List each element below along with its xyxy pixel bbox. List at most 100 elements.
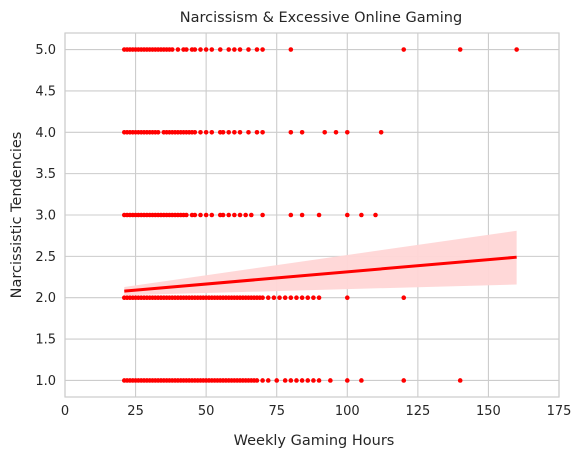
data-point	[322, 129, 328, 135]
data-point	[220, 212, 226, 218]
data-point	[294, 378, 299, 383]
data-point	[260, 129, 265, 135]
y-tick-label: 2.5	[35, 250, 56, 265]
data-point	[344, 378, 350, 383]
data-point	[401, 47, 407, 52]
data-point	[316, 212, 322, 218]
data-point	[254, 378, 260, 383]
x-tick-label: 50	[198, 404, 215, 419]
data-point	[220, 129, 226, 135]
data-point	[344, 129, 350, 135]
y-tick-label: 1.0	[35, 374, 56, 389]
data-point	[237, 212, 243, 218]
data-point	[226, 212, 232, 218]
data-point	[457, 378, 463, 383]
data-point	[316, 378, 322, 383]
data-point	[226, 47, 232, 52]
data-point	[265, 295, 271, 301]
data-point	[237, 129, 243, 135]
data-point	[271, 295, 277, 301]
data-point	[299, 378, 305, 383]
y-axis-label: Narcissistic Tendencies	[9, 132, 25, 299]
data-point	[260, 295, 265, 301]
regression-line-group	[124, 255, 517, 293]
data-point	[282, 378, 288, 383]
data-point	[277, 295, 282, 301]
data-point	[198, 47, 203, 52]
data-point	[305, 378, 311, 383]
data-point	[288, 47, 294, 52]
data-point	[274, 378, 280, 383]
data-point	[169, 47, 175, 52]
data-point	[184, 47, 189, 52]
x-tick-label: 100	[335, 404, 360, 419]
data-point	[260, 212, 265, 218]
data-point	[254, 129, 260, 135]
regression-line	[124, 255, 517, 293]
data-point	[282, 295, 288, 301]
x-tick-label: 0	[61, 404, 69, 419]
data-point	[373, 212, 378, 218]
data-point	[232, 212, 237, 218]
data-point	[198, 212, 203, 218]
x-tick-label: 75	[268, 404, 285, 419]
data-point	[305, 295, 311, 301]
x-tick-labels: 0 25 50 75 100 125 150 175	[61, 404, 572, 419]
data-point	[192, 47, 198, 52]
data-points	[121, 47, 519, 383]
data-point	[288, 129, 294, 135]
data-point	[333, 129, 339, 135]
y-tick-label: 4.5	[35, 84, 56, 99]
confidence-band-area	[124, 230, 517, 296]
data-point	[311, 378, 316, 383]
data-point	[203, 47, 209, 52]
data-point	[359, 378, 364, 383]
data-point	[246, 129, 251, 135]
data-point	[209, 129, 215, 135]
y-tick-label: 5.0	[35, 43, 56, 58]
data-point	[243, 212, 248, 218]
x-axis-label: Weekly Gaming Hours	[234, 433, 395, 449]
data-point	[299, 295, 305, 301]
data-point	[294, 295, 299, 301]
data-point	[237, 47, 243, 52]
data-point	[232, 129, 237, 135]
data-point	[254, 47, 260, 52]
data-point	[246, 47, 251, 52]
data-point	[344, 295, 350, 301]
data-point	[217, 47, 223, 52]
data-point	[155, 129, 161, 135]
data-point	[249, 212, 254, 218]
plot-frame	[64, 32, 560, 398]
y-tick-label: 3.5	[35, 167, 56, 182]
data-point	[209, 212, 215, 218]
data-point	[288, 295, 294, 301]
y-tick-label: 3.0	[35, 209, 56, 224]
data-point	[265, 378, 271, 383]
data-point	[184, 212, 189, 218]
confidence-band	[124, 230, 517, 296]
y-tick-label: 1.5	[35, 333, 56, 348]
data-point	[203, 212, 209, 218]
data-point	[401, 378, 407, 383]
data-point	[232, 47, 237, 52]
data-point	[260, 378, 265, 383]
data-point	[175, 47, 181, 52]
data-point	[328, 378, 333, 383]
data-point	[514, 47, 519, 52]
data-point	[378, 129, 384, 135]
data-point	[311, 295, 316, 301]
y-tick-label: 4.0	[35, 126, 56, 141]
x-tick-label: 150	[476, 404, 501, 419]
chart-title: Narcissism & Excessive Online Gaming	[180, 10, 462, 26]
x-tick-label: 175	[547, 404, 572, 419]
data-point	[288, 378, 294, 383]
data-point	[299, 129, 305, 135]
data-point	[359, 212, 364, 218]
data-point	[401, 295, 407, 301]
data-point	[192, 212, 198, 218]
data-point	[299, 212, 305, 218]
data-point	[226, 129, 232, 135]
data-point	[209, 47, 215, 52]
